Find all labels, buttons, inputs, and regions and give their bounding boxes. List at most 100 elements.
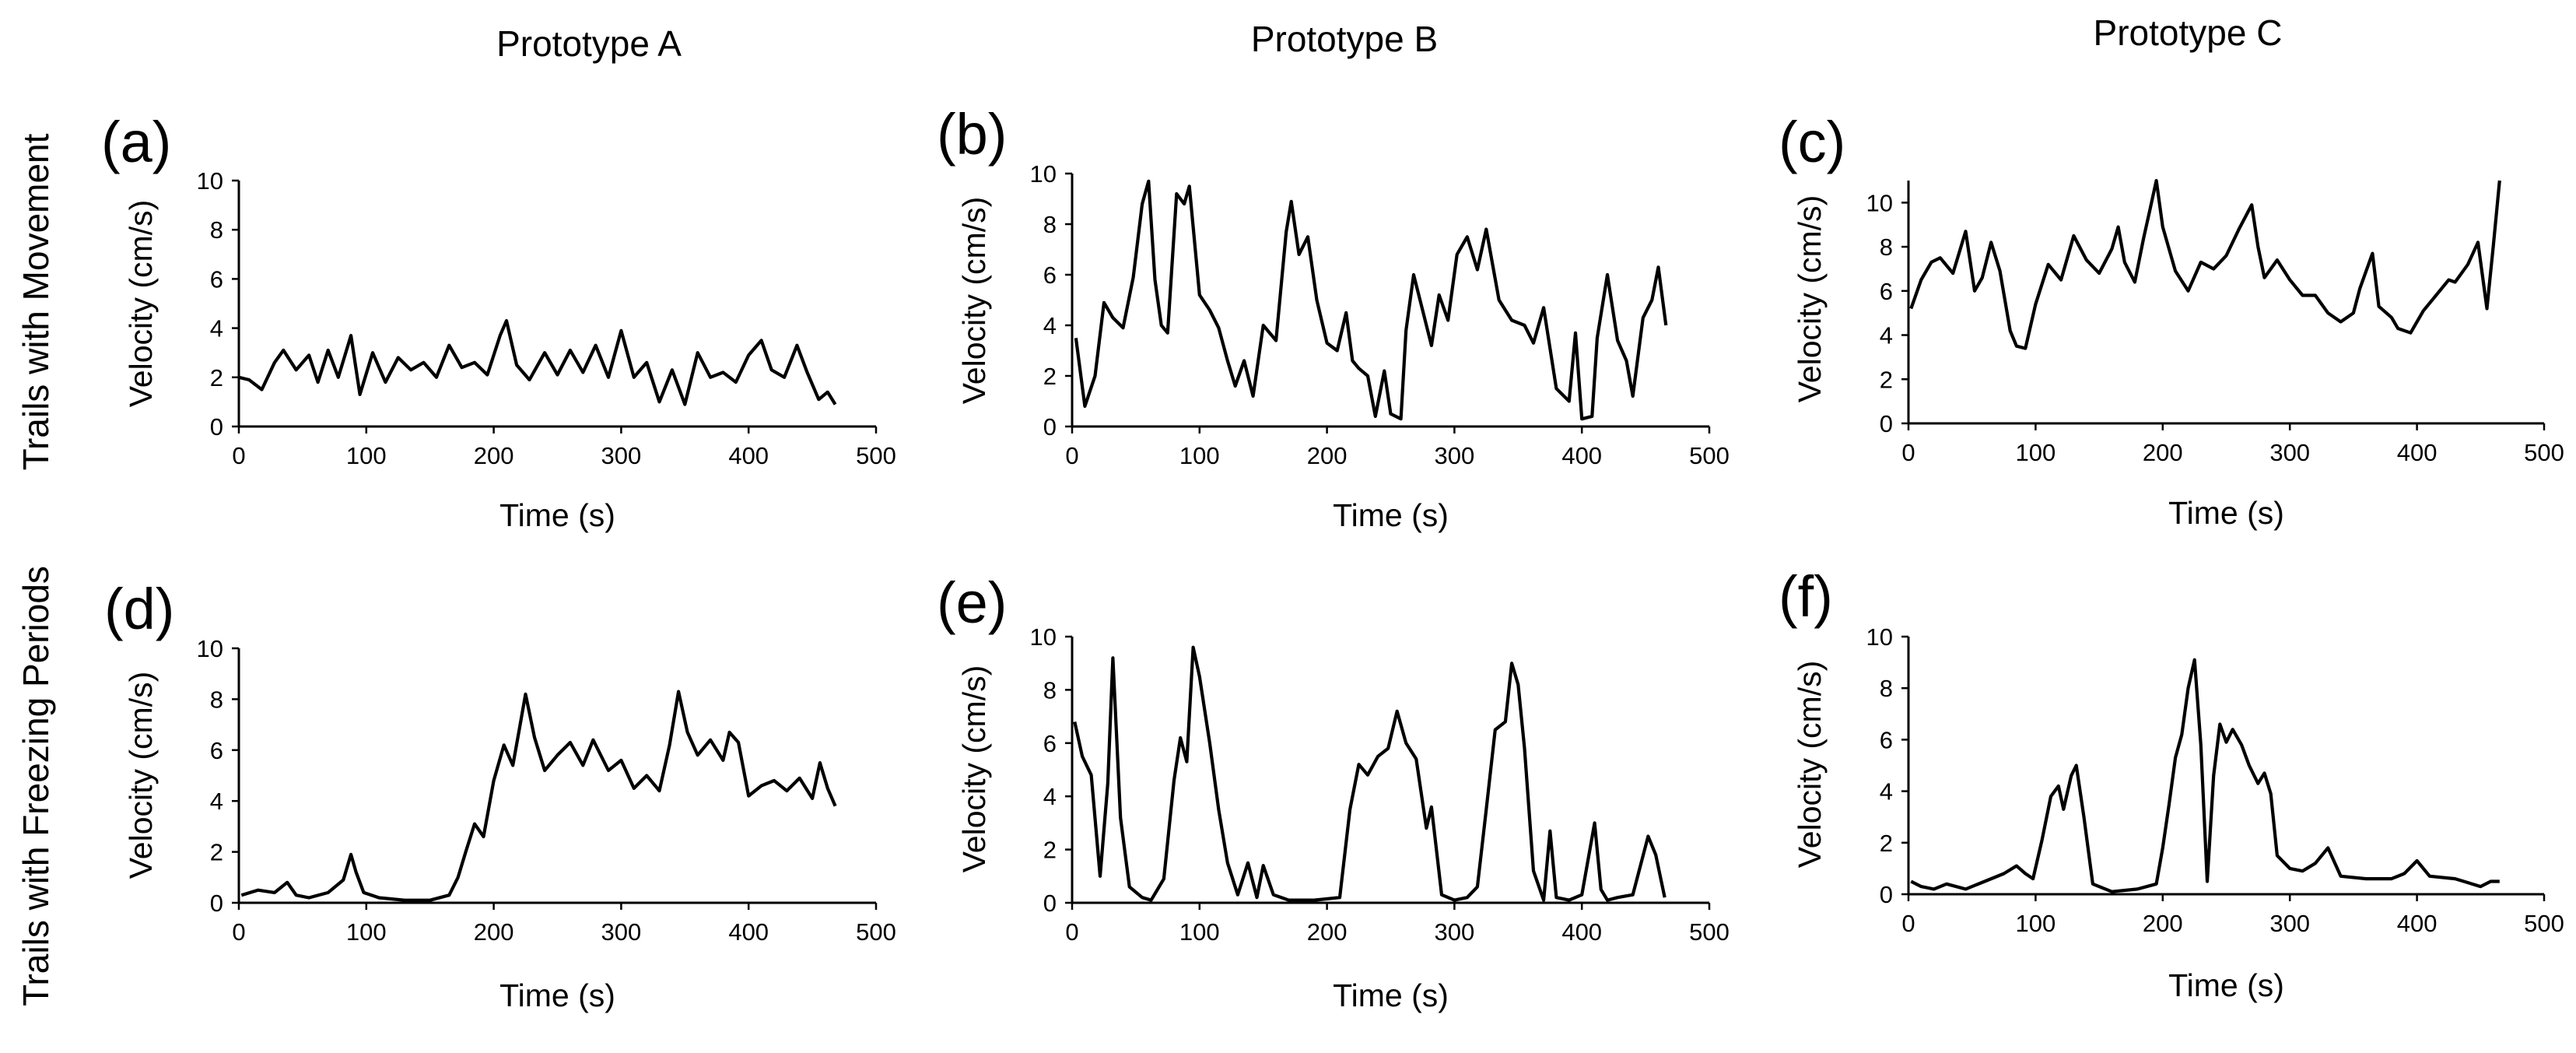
x-tick-label: 500 [1689,918,1730,946]
x-tick-label: 100 [2016,910,2056,937]
x-tick-label: 500 [856,442,896,469]
y-tick-label: 0 [210,890,223,917]
y-tick-label: 0 [210,413,223,441]
x-tick-label: 400 [1561,442,1602,469]
x-tick-label: 0 [1065,918,1078,946]
x-axis-title: Time (s) [499,978,615,1013]
velocity-line [238,319,837,406]
velocity-line [1073,645,1667,902]
y-axis-title: Velocity (cm/s) [123,200,159,408]
x-tick-label: 100 [1179,918,1220,946]
y-tick-label: 4 [1043,783,1057,810]
velocity-line [240,690,837,902]
y-tick-label: 8 [1043,676,1057,704]
panel-label: (d) [104,577,174,641]
y-tick-label: 0 [1043,413,1057,441]
y-tick-label: 6 [210,737,223,764]
y-tick-label: 2 [1043,363,1057,390]
y-axis-title: Velocity (cm/s) [956,197,992,405]
x-tick-label: 400 [2397,439,2438,466]
y-tick-label: 4 [210,315,223,342]
column-title-b: Prototype B [1251,19,1438,59]
panel-label: (f) [1779,564,1833,629]
x-tick-label: 300 [2269,910,2310,937]
velocity-line [1910,658,2500,893]
y-tick-label: 8 [1043,211,1057,238]
x-tick-label: 500 [1689,442,1730,469]
x-tick-label: 0 [1901,910,1915,937]
x-tick-label: 500 [2524,910,2564,937]
y-tick-label: 10 [1866,189,1893,216]
y-tick-label: 4 [210,788,223,815]
x-tick-label: 200 [474,442,514,469]
x-tick-label: 300 [2269,439,2310,466]
y-tick-label: 8 [1880,675,1893,702]
x-tick-label: 500 [856,918,896,946]
x-tick-label: 300 [1435,442,1475,469]
y-tick-label: 4 [1043,312,1057,339]
x-tick-label: 300 [601,918,642,946]
x-axis-title: Time (s) [1333,497,1449,533]
x-axis-title: Time (s) [2168,495,2284,531]
y-tick-label: 10 [197,635,223,662]
panel-label: (b) [937,102,1007,167]
panel-label: (e) [937,570,1007,635]
x-tick-label: 400 [1561,918,1602,946]
y-tick-label: 0 [1880,410,1893,437]
x-tick-label: 200 [2143,439,2183,466]
y-tick-label: 0 [1880,881,1893,908]
x-tick-label: 500 [2524,439,2564,466]
x-tick-label: 0 [232,442,245,469]
panel-label: (c) [1779,110,1845,174]
row-title-movement: Trails with Movement [16,133,56,470]
y-tick-label: 6 [1043,261,1057,289]
y-tick-label: 4 [1880,778,1893,806]
row-title-freezing: Trails with Freezing Periods [16,566,56,1006]
y-tick-label: 2 [210,364,223,391]
y-tick-label: 6 [1880,726,1893,753]
y-tick-label: 10 [1030,623,1057,651]
x-tick-label: 200 [474,918,514,946]
y-tick-label: 6 [1880,278,1893,305]
x-tick-label: 300 [1435,918,1475,946]
y-tick-label: 2 [1880,830,1893,857]
column-title-c: Prototype C [2094,12,2283,53]
x-tick-label: 100 [346,442,387,469]
y-tick-label: 6 [210,265,223,293]
x-tick-label: 0 [232,918,245,946]
y-tick-label: 2 [1880,366,1893,393]
x-tick-label: 100 [1179,442,1220,469]
x-tick-label: 400 [728,918,769,946]
y-tick-label: 10 [1030,160,1057,188]
y-tick-label: 10 [1866,623,1893,651]
x-tick-label: 200 [1307,918,1348,946]
column-title-a: Prototype A [496,23,682,64]
x-axis-title: Time (s) [2168,967,2284,1003]
y-axis-title: Velocity (cm/s) [123,672,159,879]
y-tick-label: 4 [1880,322,1893,349]
x-tick-label: 0 [1901,439,1915,466]
x-tick-label: 100 [346,918,387,946]
y-tick-label: 8 [210,686,223,713]
x-tick-label: 0 [1065,442,1078,469]
y-axis-title: Velocity (cm/s) [1792,661,1828,869]
velocity-line [1074,179,1668,421]
y-tick-label: 2 [210,839,223,866]
x-tick-label: 400 [728,442,769,469]
x-tick-label: 100 [2016,439,2056,466]
x-tick-label: 200 [1307,442,1348,469]
y-axis-title: Velocity (cm/s) [956,665,992,873]
panel-label: (a) [101,110,171,174]
y-axis-title: Velocity (cm/s) [1792,195,1828,403]
x-axis-title: Time (s) [1333,978,1449,1013]
x-tick-label: 300 [601,442,642,469]
y-tick-label: 0 [1043,890,1057,917]
y-tick-label: 8 [210,216,223,244]
